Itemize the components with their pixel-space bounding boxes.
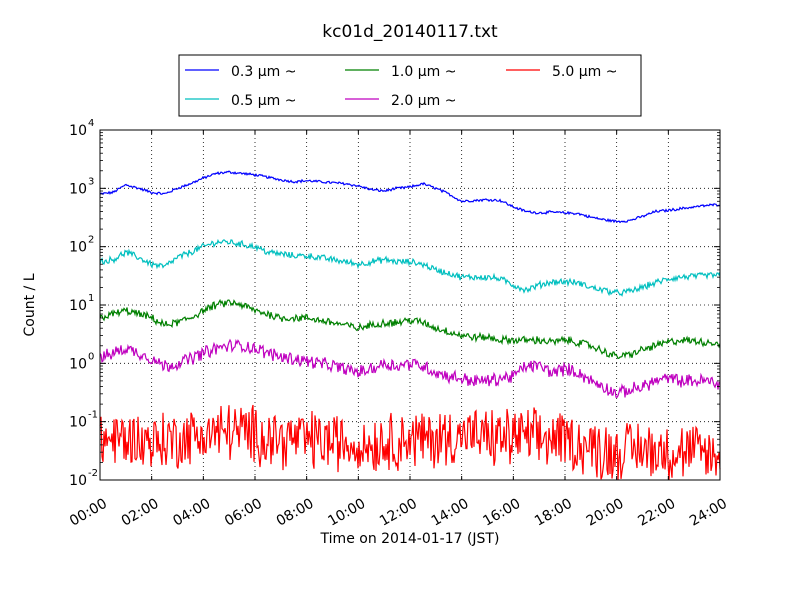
y-tick-label-exponent: -1 [88, 410, 98, 421]
y-axis-label: Count / L [22, 273, 38, 336]
y-tick-label-base: 10 [69, 123, 87, 139]
legend-label-0: 0.3 μm ~ [231, 64, 296, 80]
y-tick-label-base: 10 [69, 356, 87, 372]
series-line-1 [99, 238, 721, 297]
y-tick-label-exponent: 1 [88, 293, 94, 304]
grid [100, 130, 720, 480]
y-tick-label-exponent: 2 [88, 235, 94, 246]
series-line-3 [99, 338, 721, 398]
chart-title: kc01d_20140117.txt [322, 22, 498, 42]
y-tick-label-exponent: 0 [88, 351, 94, 362]
y-tick-label-base: 10 [69, 298, 87, 314]
y-tick-label-base: 10 [69, 473, 87, 489]
legend-items: 0.3 μm ~ 0.5 μm ~ 1.0 μm ~ 2.0 μm ~ 5.0 μm ~ [185, 64, 617, 109]
y-tick-label-exponent: 4 [88, 118, 94, 129]
legend-box [178, 54, 642, 117]
plot-area [99, 129, 721, 481]
series-line-2 [99, 298, 721, 360]
y-tick-label-base: 10 [69, 181, 87, 197]
series-lines [99, 170, 721, 481]
series-line-0 [99, 170, 721, 224]
y-tick-label-base: 10 [69, 240, 87, 256]
legend-label-2: 1.0 μm ~ [391, 64, 456, 80]
ticks [99, 129, 721, 481]
legend-label-1: 0.5 μm ~ [231, 93, 296, 109]
legend: 0.3 μm ~ 0.5 μm ~ 1.0 μm ~ 2.0 μm ~ 5.0 μm ~ [178, 54, 642, 117]
y-tick-label-exponent: -2 [88, 468, 98, 479]
legend-label-4: 5.0 μm ~ [552, 64, 617, 80]
x-axis-label: Time on 2014-01-17 (JST) [320, 531, 500, 547]
legend-label-3: 2.0 μm ~ [391, 93, 456, 109]
y-tick-label-base: 10 [69, 415, 87, 431]
series-line-4 [99, 404, 721, 481]
y-tick-label-exponent: 3 [88, 176, 94, 187]
